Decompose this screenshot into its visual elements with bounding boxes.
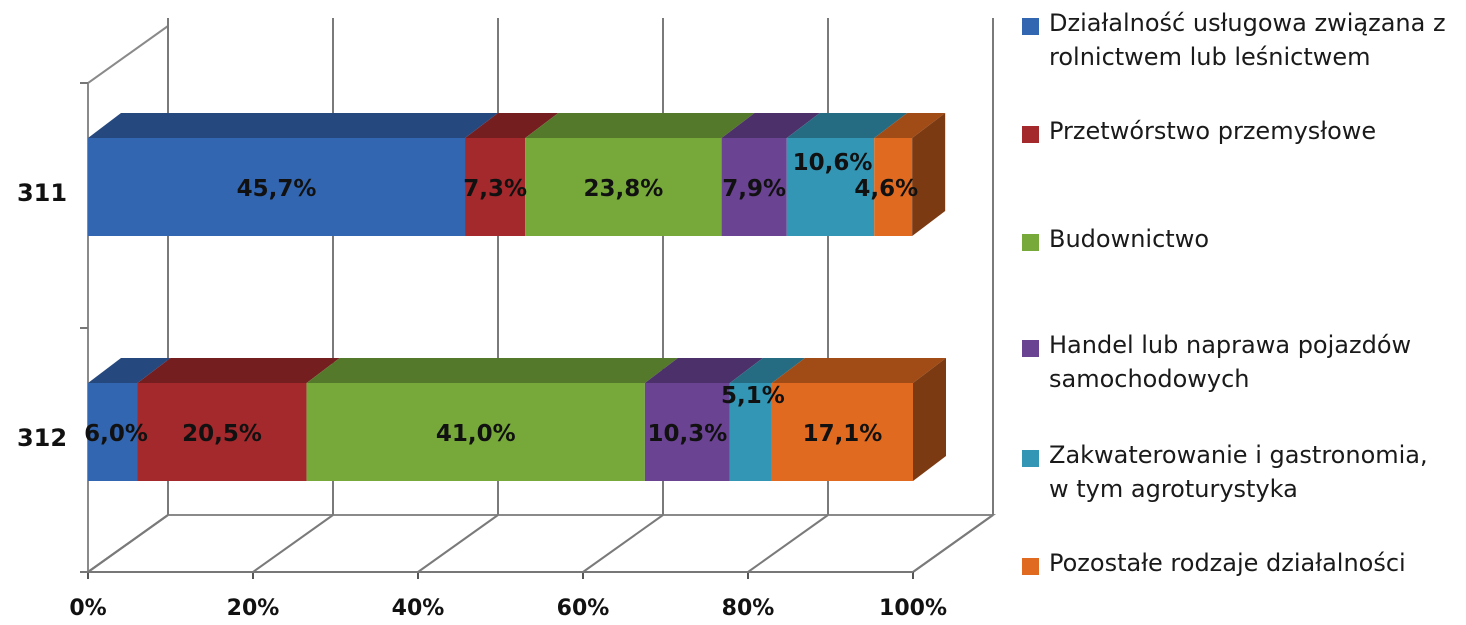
legend-label: Handel lub naprawa pojazdów samochodowyc… bbox=[1049, 331, 1412, 393]
stacked-bar-chart: 45,7% 7,3% 23,8% 7,9% 10,6%4,6% 6,0% 20,5% 41,0… bbox=[17, 18, 997, 621]
legend-item: Budownictwo bbox=[1022, 222, 1449, 256]
legend-item: Handel lub naprawa pojazdów samochodowyc… bbox=[1022, 328, 1449, 396]
data-label: 10,3% bbox=[647, 421, 727, 447]
bar-segment bbox=[465, 138, 526, 236]
bar-top-face bbox=[786, 113, 908, 138]
legend-swatch bbox=[1022, 126, 1039, 143]
legend-label: Budownictwo bbox=[1049, 225, 1210, 253]
floor-gridline bbox=[252, 514, 334, 573]
legend-swatch bbox=[1022, 450, 1039, 467]
legend-item: Działalność usługowa związana z rolnictw… bbox=[1022, 6, 1449, 74]
legend-item: Pozostałe rodzaje działalności bbox=[1022, 546, 1449, 580]
legend-label: Zakwaterowanie i gastronomia, w tym agro… bbox=[1049, 441, 1428, 503]
floor-gridline bbox=[417, 514, 499, 573]
data-label: 5,1% bbox=[721, 383, 785, 409]
bar-top-face bbox=[525, 113, 755, 138]
legend-item: Przetwórstwo przemysłowe bbox=[1022, 114, 1449, 148]
floor-gridline bbox=[912, 514, 994, 573]
chart-walls bbox=[84, 24, 997, 574]
legend-label: Działalność usługowa związana z rolnictw… bbox=[1049, 9, 1446, 71]
left-wall bbox=[87, 24, 169, 574]
bar-segment bbox=[88, 138, 466, 236]
x-tick-label: 20% bbox=[227, 596, 280, 621]
bar-segment bbox=[525, 138, 722, 236]
bar-top-face bbox=[729, 358, 805, 383]
bar-segment bbox=[721, 138, 787, 236]
bar-top-face bbox=[874, 113, 946, 138]
y-tick-label: 311 bbox=[17, 179, 67, 207]
legend-swatch bbox=[1022, 18, 1039, 35]
bar-side-face bbox=[912, 113, 946, 236]
bar-top-face bbox=[644, 358, 763, 383]
data-label: 17,1% bbox=[803, 421, 883, 447]
legend-swatch bbox=[1022, 558, 1039, 575]
data-label: 41,0% bbox=[436, 421, 516, 447]
floor bbox=[84, 514, 997, 573]
bar-side-face bbox=[913, 358, 946, 481]
legend-label: Przetwórstwo przemysłowe bbox=[1049, 117, 1377, 145]
bar-top-face bbox=[465, 113, 559, 138]
bar-segment bbox=[644, 383, 730, 481]
data-label: 45,7% bbox=[237, 176, 317, 202]
x-tick-label: 80% bbox=[722, 596, 775, 621]
data-labels: 45,7% 7,3% 23,8% 7,9% 10,6%4,6% 6,0% 20,5% 41,0… bbox=[84, 150, 918, 447]
bar-segment bbox=[771, 383, 913, 481]
legend-label: Pozostałe rodzaje działalności bbox=[1049, 549, 1406, 577]
y-tick-label: 312 bbox=[17, 424, 67, 452]
axes: 0% 20% 40% 60% 80% 100% 311 312 bbox=[17, 82, 947, 621]
data-label: 4,6% bbox=[854, 176, 918, 202]
bar-segment bbox=[137, 383, 307, 481]
x-tick-label: 100% bbox=[879, 596, 947, 621]
bar-top-face bbox=[306, 358, 678, 383]
data-label: 6,0% bbox=[84, 421, 148, 447]
bar-top-face bbox=[137, 358, 340, 383]
x-tick-label: 60% bbox=[557, 596, 610, 621]
bar-top-face bbox=[721, 113, 820, 138]
data-label: 20,5% bbox=[182, 421, 262, 447]
gridlines bbox=[87, 18, 994, 573]
bar-segment bbox=[306, 383, 645, 481]
bar-top-face bbox=[88, 113, 499, 138]
x-tick-label: 40% bbox=[392, 596, 445, 621]
data-label: 7,9% bbox=[722, 176, 786, 202]
bar-segment bbox=[729, 383, 772, 481]
bar-segment bbox=[786, 138, 875, 236]
floor-gridline bbox=[582, 514, 664, 573]
floor-gridline bbox=[87, 514, 169, 573]
bars bbox=[88, 113, 946, 481]
legend-swatch bbox=[1022, 340, 1039, 357]
bar-top-face bbox=[88, 358, 171, 383]
floor-gridline bbox=[747, 514, 829, 573]
data-label: 23,8% bbox=[584, 176, 664, 202]
bar-segment bbox=[874, 138, 913, 236]
legend-item: Zakwaterowanie i gastronomia, w tym agro… bbox=[1022, 438, 1449, 506]
legend-swatch bbox=[1022, 234, 1039, 251]
bar-top-face bbox=[771, 358, 946, 383]
data-label: 10,6% bbox=[793, 150, 873, 176]
bar-segment bbox=[88, 383, 138, 481]
data-label: 7,3% bbox=[463, 176, 527, 202]
x-tick-label: 0% bbox=[69, 596, 106, 621]
